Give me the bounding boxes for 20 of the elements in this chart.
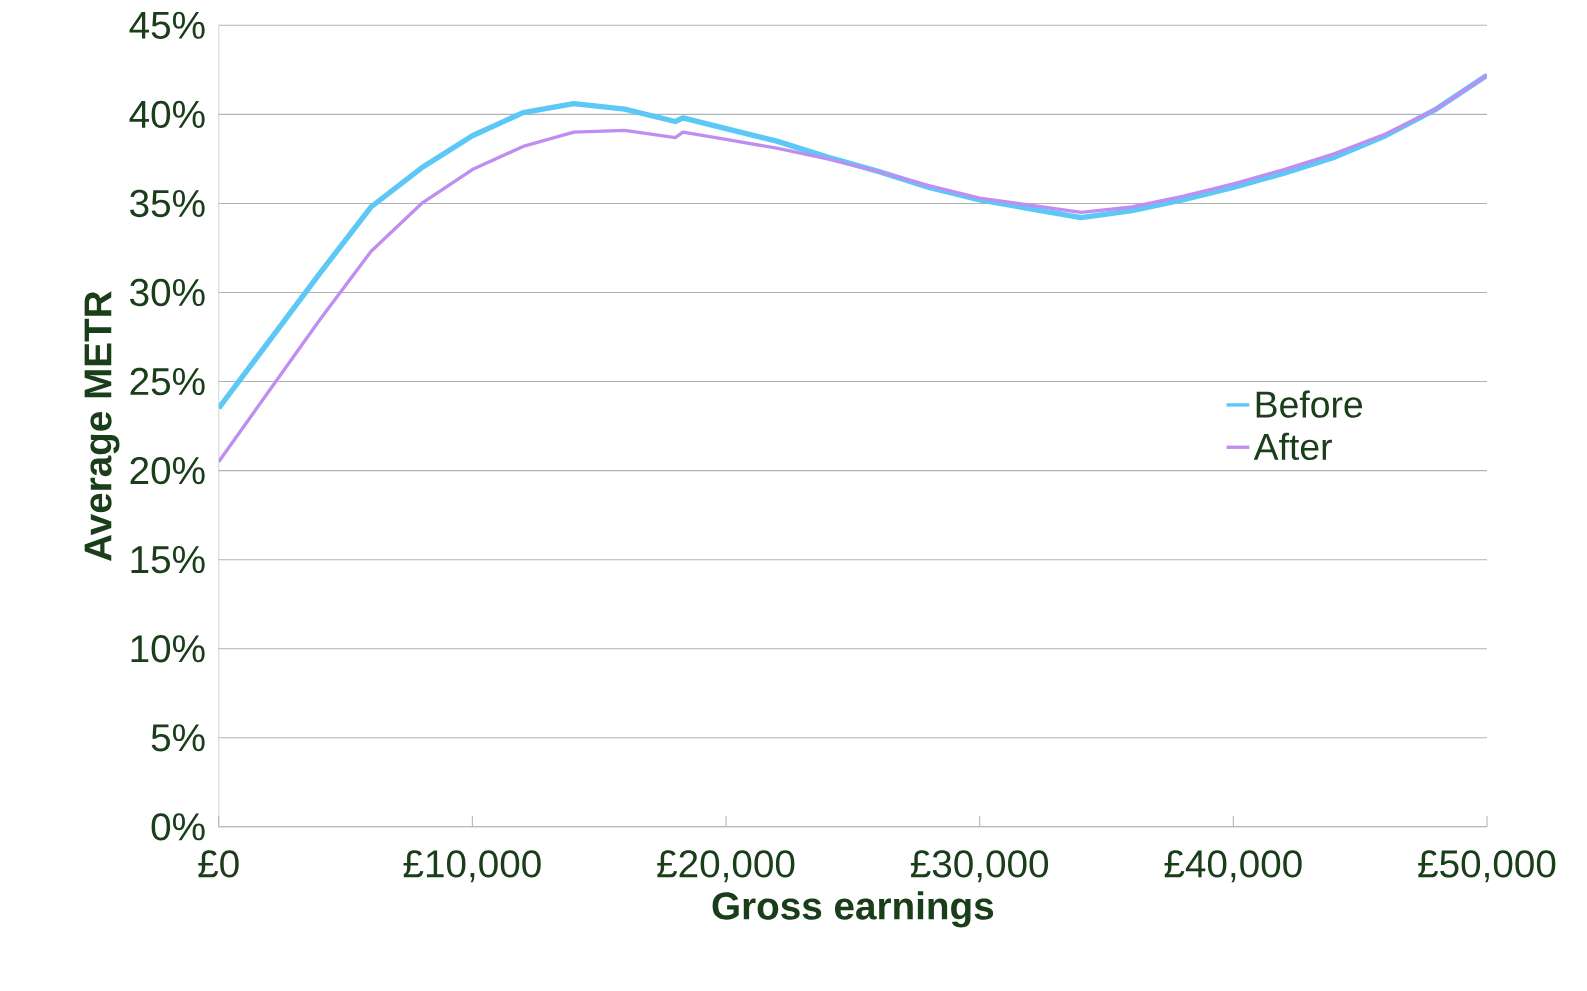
x-axis-title: Gross earnings	[712, 891, 994, 928]
x-tick-label: £0	[198, 850, 239, 878]
y-tick-label: 15%	[131, 546, 205, 574]
y-axis-title: Average METR	[84, 291, 120, 561]
y-tick-label: 10%	[131, 635, 205, 663]
legend-label: After	[1253, 432, 1332, 461]
x-tick-label: £30,000	[910, 850, 1049, 883]
x-tick-label: £40,000	[1164, 850, 1302, 883]
y-tick-label: 40%	[129, 100, 205, 129]
y-tick-label: 25%	[130, 367, 205, 396]
y-tick-label: 45%	[129, 11, 205, 39]
x-tick-label: £20,000	[657, 850, 795, 883]
x-tick-label: £50,000	[1418, 850, 1556, 883]
legend-label: Before	[1256, 390, 1363, 418]
y-tick-label: 0%	[151, 813, 205, 841]
x-tick-label: £10,000	[403, 850, 541, 883]
y-tick-label: 30%	[130, 278, 205, 307]
y-tick-label: 35%	[130, 189, 205, 218]
y-tick-label: 5%	[151, 724, 205, 752]
y-tick-label: 20%	[130, 456, 205, 485]
